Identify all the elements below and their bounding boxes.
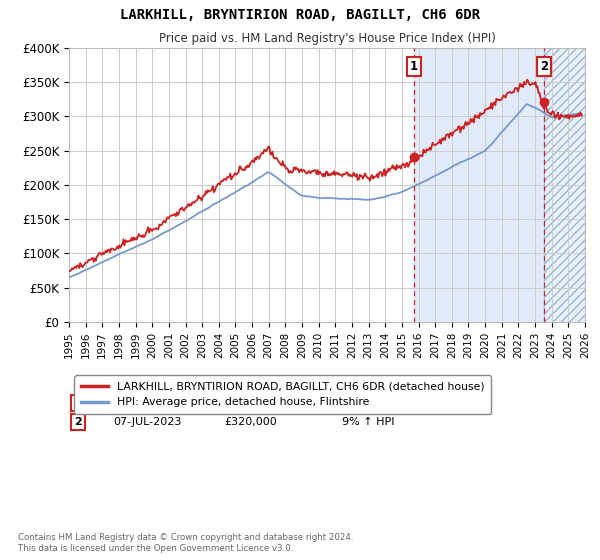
Text: LARKHILL, BRYNTIRION ROAD, BAGILLT, CH6 6DR: LARKHILL, BRYNTIRION ROAD, BAGILLT, CH6 … xyxy=(120,8,480,22)
Text: 16% ↑ HPI: 16% ↑ HPI xyxy=(343,398,402,408)
Bar xyxy=(544,48,585,322)
Text: Contains HM Land Registry data © Crown copyright and database right 2024.
This d: Contains HM Land Registry data © Crown c… xyxy=(18,533,353,553)
Text: £240,000: £240,000 xyxy=(224,398,277,408)
Bar xyxy=(413,48,544,322)
Bar xyxy=(544,48,585,322)
Text: 07-JUL-2023: 07-JUL-2023 xyxy=(113,417,181,427)
Text: 14-SEP-2015: 14-SEP-2015 xyxy=(113,398,184,408)
Text: 1: 1 xyxy=(409,59,418,73)
Title: Price paid vs. HM Land Registry's House Price Index (HPI): Price paid vs. HM Land Registry's House … xyxy=(158,32,496,45)
Text: 2: 2 xyxy=(74,417,82,427)
Text: 2: 2 xyxy=(539,59,548,73)
Text: 9% ↑ HPI: 9% ↑ HPI xyxy=(343,417,395,427)
Text: £320,000: £320,000 xyxy=(224,417,277,427)
Legend: LARKHILL, BRYNTIRION ROAD, BAGILLT, CH6 6DR (detached house), HPI: Average price: LARKHILL, BRYNTIRION ROAD, BAGILLT, CH6 … xyxy=(74,375,491,414)
Text: 1: 1 xyxy=(74,398,82,408)
